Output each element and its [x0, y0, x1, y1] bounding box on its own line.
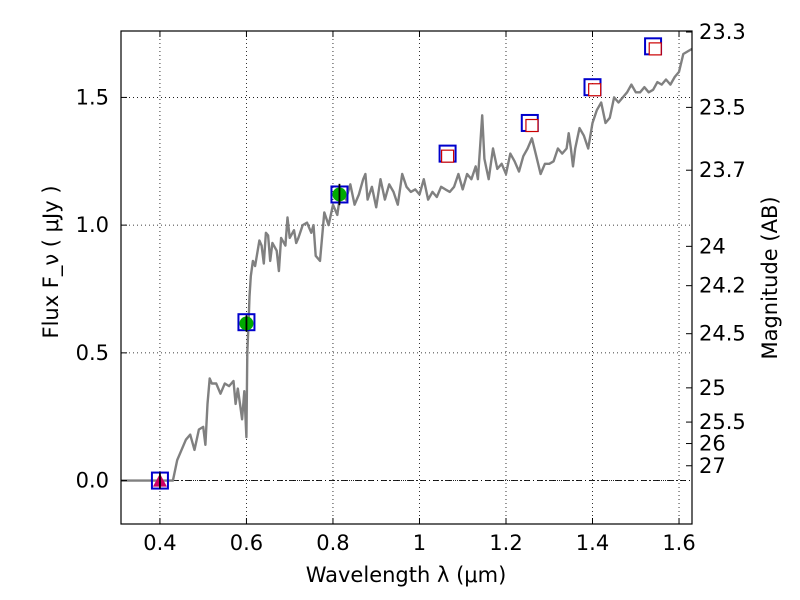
y-tick-label: 1.0 [76, 213, 109, 237]
x-tick-label: 1.2 [489, 531, 522, 555]
y-axis-right-label: Magnitude (AB) [758, 196, 782, 359]
x-tick-label: 1 [413, 531, 426, 555]
upper-limit-square [525, 118, 539, 133]
x-axis-label: Wavelength λ (μm) [306, 563, 507, 587]
right-tick-label: 23.7 [699, 158, 746, 182]
x-tick-label: 0.4 [143, 531, 176, 555]
right-tick-label: 24.2 [699, 274, 746, 298]
y-tick-label: 0.5 [76, 341, 109, 365]
y-axis-ticks: 0.0 0.5 1.0 1.5 [76, 85, 127, 493]
right-tick-label: 24 [699, 234, 726, 258]
y-tick-label: 0.0 [76, 469, 109, 493]
right-tick-label: 27 [699, 454, 726, 478]
spectrum-series [121, 47, 693, 482]
right-tick-label: 25.5 [699, 410, 746, 434]
right-tick-label: 23.3 [699, 20, 746, 44]
right-tick-label: 24.5 [699, 322, 746, 346]
right-tick-label: 26 [699, 432, 726, 456]
upper-limit-square [648, 42, 662, 56]
x-axis-ticks: 0.4 0.6 0.8 1 1.2 1.4 1.6 [143, 31, 696, 555]
plot-frame [120, 30, 693, 525]
x-tick-label: 1.4 [576, 531, 609, 555]
x-tick-label: 0.8 [316, 531, 349, 555]
grid-lines [121, 31, 692, 524]
x-tick-label: 0.6 [230, 531, 263, 555]
x-tick-label: 1.6 [662, 531, 695, 555]
photometry-markers [150, 37, 663, 490]
spectrum-line [121, 47, 693, 482]
y-tick-label: 1.5 [76, 85, 109, 109]
right-tick-label: 25 [699, 376, 726, 400]
right-tick-label: 23.5 [699, 95, 746, 119]
y-axis-left-label: Flux F_ν ( μJy ) [39, 185, 64, 338]
upper-limit-square [588, 83, 602, 97]
upper-limit-square [440, 149, 455, 163]
